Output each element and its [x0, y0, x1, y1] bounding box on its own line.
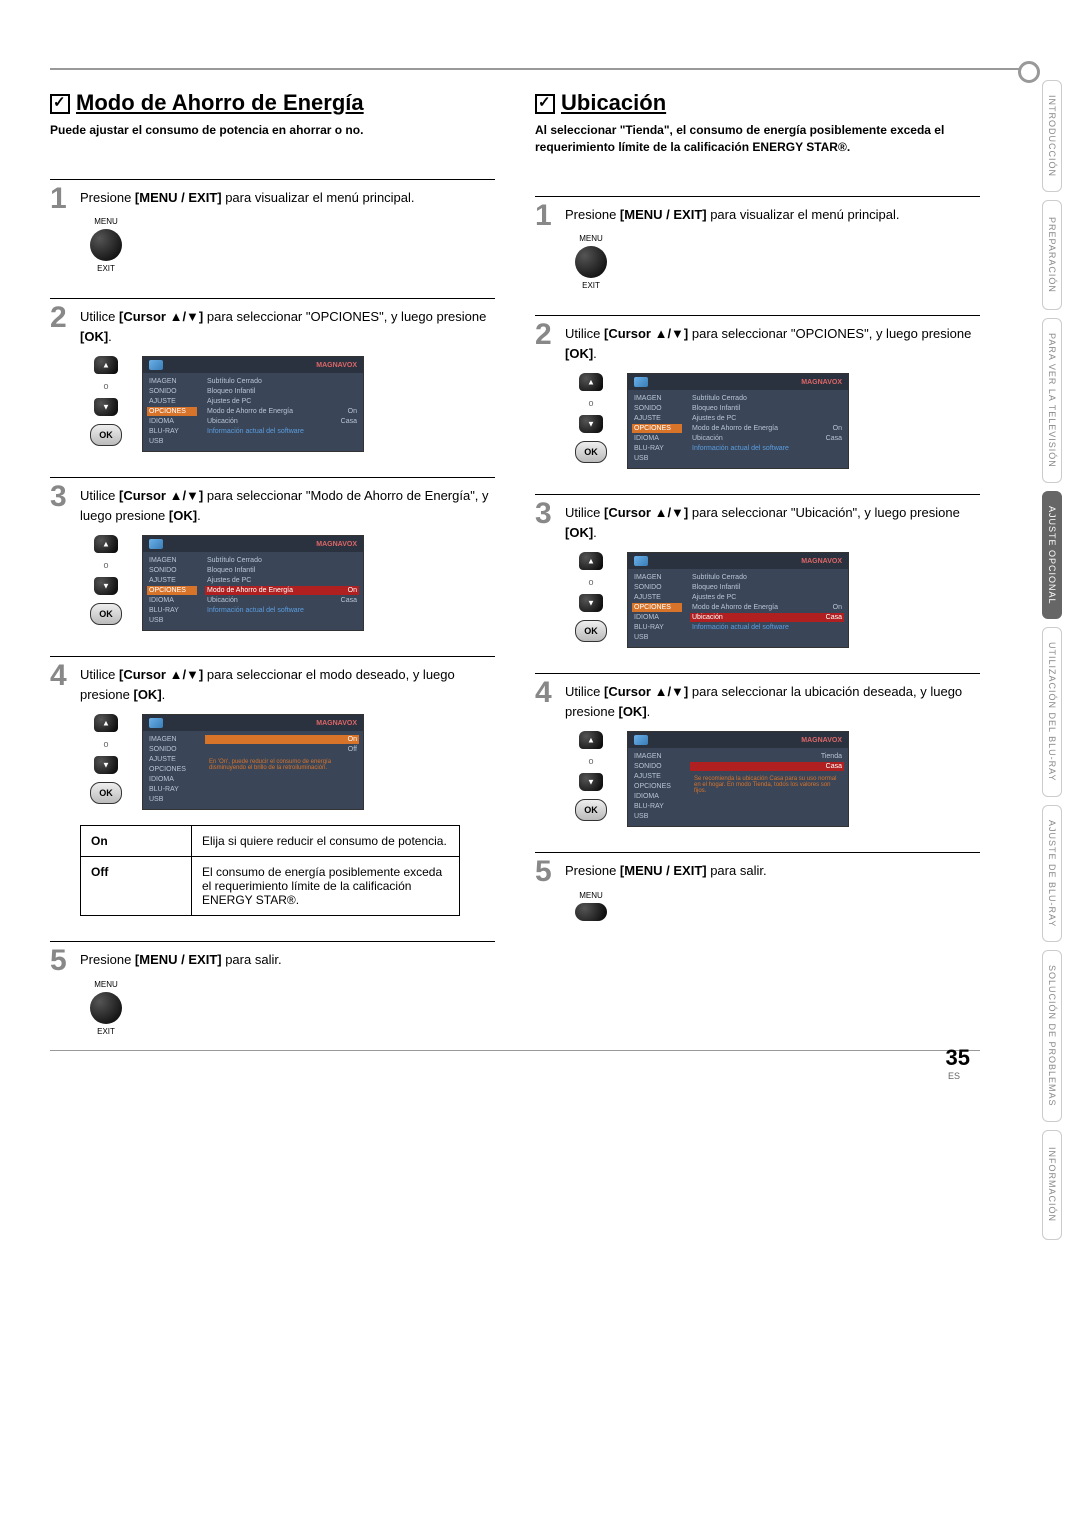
tv-screenshot: MAGNAVOXIMAGENSONIDOAJUSTEOPCIONESIDIOMA…: [627, 552, 849, 648]
bottom-rule: [50, 1050, 980, 1051]
step-text: Utilice [Cursor ▲/▼] para seleccionar "O…: [565, 324, 980, 363]
step-num: 4: [535, 676, 552, 710]
step-num: 5: [535, 855, 552, 889]
step-num: 4: [50, 659, 67, 693]
right-step-1: 1 Presione [MENU / EXIT] para visualizar…: [535, 196, 980, 291]
side-tab: UTILIZACIÓN DEL BLU-RAY: [1042, 627, 1062, 797]
step-num: 2: [535, 318, 552, 352]
right-subtitle: Al seleccionar "Tienda", el consumo de e…: [535, 122, 980, 156]
check-icon: [535, 94, 555, 114]
left-subtitle: Puede ajustar el consumo de potencia en …: [50, 122, 495, 139]
step-text: Presione [MENU / EXIT] para visualizar e…: [80, 188, 495, 208]
circle-decor: [1018, 61, 1040, 83]
side-tab: AJUSTE OPCIONAL: [1042, 491, 1062, 620]
menu-exit-button-graphic: MENU: [575, 891, 607, 924]
dpad-graphic: o OK: [90, 535, 122, 625]
step-text: Utilice [Cursor ▲/▼] para seleccionar la…: [565, 682, 980, 721]
tv-screenshot: MAGNAVOXIMAGENSONIDOAJUSTEOPCIONESIDIOMA…: [627, 373, 849, 469]
left-step-5: 5 Presione [MENU / EXIT] para salir. MEN…: [50, 941, 495, 1036]
step-text: Presione [MENU / EXIT] para salir.: [80, 950, 495, 970]
options-table: OnElija si quiere reducir el consumo de …: [80, 825, 460, 916]
left-step-4: 4 Utilice [Cursor ▲/▼] para seleccionar …: [50, 656, 495, 916]
side-tab: INFORMACIÓN: [1042, 1130, 1062, 1240]
right-step-2: 2 Utilice [Cursor ▲/▼] para seleccionar …: [535, 315, 980, 469]
page-number: 35: [946, 1045, 970, 1071]
dpad-graphic: o OK: [90, 714, 122, 804]
right-step-4: 4 Utilice [Cursor ▲/▼] para seleccionar …: [535, 673, 980, 827]
menu-exit-button-graphic: MENU EXIT: [90, 217, 122, 273]
tv-screenshot: MAGNAVOXIMAGENSONIDOAJUSTEOPCIONESIDIOMA…: [142, 535, 364, 631]
right-step-3: 3 Utilice [Cursor ▲/▼] para seleccionar …: [535, 494, 980, 648]
side-tab: SOLUCIÓN DE PROBLEMAS: [1042, 950, 1062, 1122]
check-icon: [50, 94, 70, 114]
side-tabs: INTRODUCCIÓN PREPARACIÓN PARA VER LA TELEV…: [1042, 80, 1062, 1240]
left-title: Modo de Ahorro de Energía: [50, 90, 495, 116]
menu-exit-button-graphic: MENU EXIT: [575, 234, 607, 290]
tv-screenshot: MAGNAVOXIMAGENSONIDOAJUSTEOPCIONESIDIOMA…: [627, 731, 849, 827]
step-num: 3: [50, 480, 67, 514]
step-text: Presione [MENU / EXIT] para salir.: [565, 861, 980, 881]
step-text: Utilice [Cursor ▲/▼] para seleccionar "U…: [565, 503, 980, 542]
step-num: 1: [50, 182, 67, 216]
step-num: 5: [50, 944, 67, 978]
tv-screenshot: MAGNAVOXIMAGENSONIDOAJUSTEOPCIONESIDIOMA…: [142, 714, 364, 810]
left-step-1: 1 Presione [MENU / EXIT] para visualizar…: [50, 179, 495, 274]
right-step-5: 5 Presione [MENU / EXIT] para salir. MEN…: [535, 852, 980, 924]
step-text: Utilice [Cursor ▲/▼] para seleccionar el…: [80, 665, 495, 704]
step-text: Utilice [Cursor ▲/▼] para seleccionar "M…: [80, 486, 495, 525]
right-title: Ubicación: [535, 90, 980, 116]
dpad-graphic: o OK: [575, 552, 607, 642]
top-rule: [50, 68, 1030, 70]
side-tab: PARA VER LA TELEVISIÓN: [1042, 318, 1062, 483]
dpad-graphic: o OK: [575, 373, 607, 463]
dpad-graphic: o OK: [90, 356, 122, 446]
left-step-2: 2 Utilice [Cursor ▲/▼] para seleccionar …: [50, 298, 495, 452]
page-lang: ES: [948, 1071, 960, 1081]
tv-screenshot: MAGNAVOXIMAGENSONIDOAJUSTEOPCIONESIDIOMA…: [142, 356, 364, 452]
dpad-graphic: o OK: [575, 731, 607, 821]
step-num: 1: [535, 199, 552, 233]
step-text: Utilice [Cursor ▲/▼] para seleccionar "O…: [80, 307, 495, 346]
side-tab: INTRODUCCIÓN: [1042, 80, 1062, 192]
menu-exit-button-graphic: MENU EXIT: [90, 980, 122, 1036]
right-column: Ubicación Al seleccionar "Tienda", el co…: [535, 90, 980, 1061]
step-text: Presione [MENU / EXIT] para visualizar e…: [565, 205, 980, 225]
left-step-3: 3 Utilice [Cursor ▲/▼] para seleccionar …: [50, 477, 495, 631]
step-num: 3: [535, 497, 552, 531]
side-tab: PREPARACIÓN: [1042, 200, 1062, 310]
step-num: 2: [50, 301, 67, 335]
side-tab: AJUSTE DE BLU-RAY: [1042, 805, 1062, 942]
left-column: Modo de Ahorro de Energía Puede ajustar …: [50, 90, 495, 1061]
